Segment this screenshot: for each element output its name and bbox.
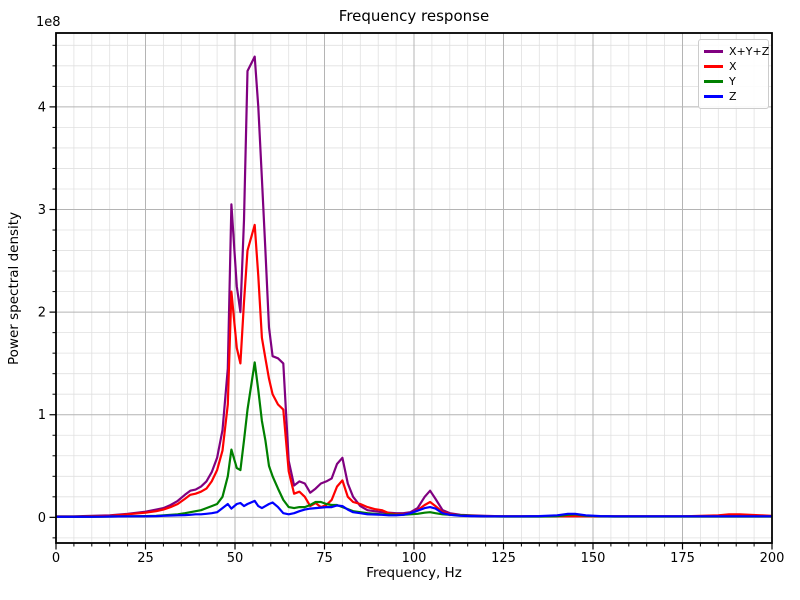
legend-line-icon <box>704 50 723 53</box>
y-tick-label: 0 <box>38 511 46 526</box>
legend-line-icon <box>704 65 723 68</box>
legend-label: Z <box>729 90 737 103</box>
tick-labels: 0 25 50 75 100 125 150 175 200 0 1 2 3 4 <box>38 100 785 566</box>
x-tick-label: 0 <box>52 551 60 566</box>
legend-label: X+Y+Z <box>729 45 770 58</box>
tick-marks <box>49 44 773 550</box>
y-tick-label: 1 <box>38 408 46 423</box>
x-tick-label: 150 <box>581 551 606 566</box>
legend: X+Y+Z X Y Z <box>698 39 769 109</box>
y-tick-label: 4 <box>38 100 46 115</box>
x-tick-label: 50 <box>227 551 244 566</box>
y-axis-offset-text: 1e8 <box>36 15 61 30</box>
legend-item-z: Z <box>704 89 763 104</box>
chart-title: Frequency response <box>338 7 490 25</box>
legend-item-x: X <box>704 59 763 74</box>
y-tick-label: 3 <box>38 203 46 218</box>
x-tick-label: 200 <box>760 551 785 566</box>
series-line-x <box>56 223 772 518</box>
x-axis-label: Frequency, Hz <box>366 565 462 581</box>
legend-label: X <box>729 60 737 73</box>
y-tick-label: 2 <box>38 306 46 321</box>
x-tick-label: 25 <box>137 551 154 566</box>
legend-item-xyz: X+Y+Z <box>704 44 769 59</box>
legend-label: Y <box>729 75 736 88</box>
legend-item-y: Y <box>704 74 763 89</box>
x-tick-label: 100 <box>402 551 427 566</box>
legend-line-icon <box>704 80 723 83</box>
x-tick-label: 125 <box>491 551 516 566</box>
series-lines <box>56 55 772 518</box>
x-tick-label: 175 <box>670 551 695 566</box>
legend-line-icon <box>704 95 723 98</box>
x-tick-label: 75 <box>316 551 333 566</box>
series-line-z <box>56 499 772 518</box>
